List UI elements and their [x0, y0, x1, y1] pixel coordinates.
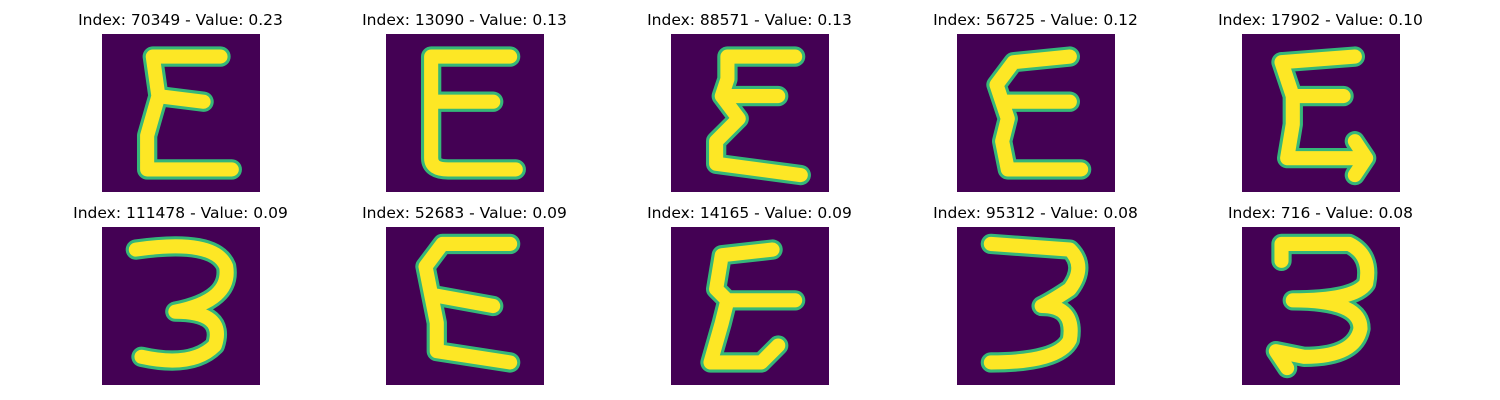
digit-glyph	[415, 233, 521, 373]
digit-image	[1242, 227, 1400, 385]
digit-image	[671, 34, 829, 192]
sample-title: Index: 56725 - Value: 0.12	[933, 11, 1138, 29]
digit-glyph	[980, 233, 1089, 373]
digit-glyph	[420, 46, 526, 180]
sample-tile: Index: 88571 - Value: 0.13	[607, 0, 892, 192]
sample-title: Index: 95312 - Value: 0.08	[933, 204, 1138, 222]
digit-glyph	[705, 46, 811, 186]
digit-image	[671, 227, 829, 385]
sample-tile: Index: 56725 - Value: 0.12	[893, 0, 1178, 192]
sample-tile: Index: 716 - Value: 0.08	[1178, 193, 1463, 385]
sample-title: Index: 716 - Value: 0.08	[1227, 204, 1414, 222]
sample-tile: Index: 14165 - Value: 0.09	[607, 193, 892, 385]
sample-title: Index: 70349 - Value: 0.23	[78, 11, 283, 29]
sample-title: Index: 111478 - Value: 0.09	[73, 204, 288, 222]
sample-tile: Index: 52683 - Value: 0.09	[322, 193, 607, 385]
digit-glyph	[700, 239, 806, 373]
sample-title: Index: 13090 - Value: 0.13	[362, 11, 567, 29]
digit-image	[1242, 34, 1400, 192]
digit-image	[102, 227, 260, 385]
sample-tile: Index: 111478 - Value: 0.09	[38, 193, 323, 385]
digit-image	[386, 227, 544, 385]
digit-glyph	[986, 46, 1092, 180]
sample-tile: Index: 95312 - Value: 0.08	[893, 193, 1178, 385]
sample-tile: Index: 70349 - Value: 0.23	[38, 0, 323, 192]
sample-tile: Index: 13090 - Value: 0.13	[322, 0, 607, 192]
digit-image	[957, 34, 1115, 192]
sample-title: Index: 52683 - Value: 0.09	[362, 204, 567, 222]
digit-image	[102, 34, 260, 192]
digit-glyph	[1265, 233, 1378, 379]
sample-title: Index: 14165 - Value: 0.09	[647, 204, 852, 222]
sample-title: Index: 88571 - Value: 0.13	[647, 11, 852, 29]
digit-image	[957, 227, 1115, 385]
digit-glyph	[136, 46, 242, 180]
digit-glyph	[1271, 46, 1377, 186]
sample-tile: Index: 17902 - Value: 0.10	[1178, 0, 1463, 192]
digit-image	[386, 34, 544, 192]
digit-glyph	[125, 236, 237, 371]
sample-title: Index: 17902 - Value: 0.10	[1218, 11, 1423, 29]
